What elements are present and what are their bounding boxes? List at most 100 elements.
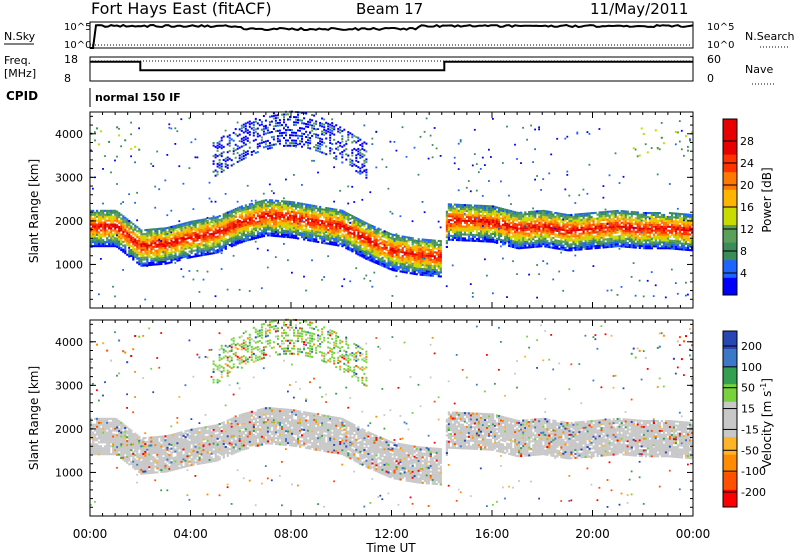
range-cell: [558, 236, 561, 239]
range-cell: [170, 261, 173, 264]
range-cell: [204, 252, 207, 255]
range-cell: [484, 164, 486, 166]
range-cell: [228, 144, 231, 147]
range-cell: [459, 217, 462, 220]
range-cell: [423, 240, 426, 243]
range-cell: [333, 226, 336, 229]
range-cell: [415, 245, 418, 248]
range-cell: [357, 231, 360, 234]
range-cell: [162, 258, 165, 261]
range-cell: [238, 227, 241, 230]
range-cell: [164, 246, 167, 249]
range-cell: [451, 236, 454, 239]
range-cell: [383, 255, 386, 258]
range-cell: [144, 298, 147, 301]
range-cell: [391, 245, 394, 248]
range-cell: [383, 230, 386, 233]
range-cell: [230, 237, 233, 240]
range-cell: [202, 222, 205, 225]
range-cell: [144, 256, 147, 259]
range-cell: [367, 252, 370, 255]
range-cell: [445, 245, 448, 248]
range-cell: [194, 225, 197, 228]
range-cell: [126, 224, 129, 227]
range-cell: [108, 241, 111, 244]
range-cell: [451, 207, 454, 210]
range-cell: [240, 129, 243, 132]
range-cell: [256, 215, 259, 218]
range-cell: [498, 226, 501, 229]
range-cell: [162, 260, 165, 263]
nsearch-label: N.Search: [745, 30, 795, 43]
range-cell: [124, 224, 127, 227]
range-cell: [188, 234, 191, 237]
range-cell: [158, 235, 161, 238]
range-cell: [236, 147, 239, 150]
range-cell: [463, 212, 466, 215]
range-cell: [283, 116, 285, 119]
range-cell: [423, 248, 426, 251]
range-cell: [114, 213, 117, 216]
range-cell: [303, 236, 306, 239]
range-cell: [104, 245, 107, 248]
range-cell: [321, 151, 324, 154]
range-cell: [307, 120, 310, 123]
range-cell: [303, 230, 306, 233]
range-cell: [371, 244, 374, 247]
range-cell: [238, 154, 241, 157]
range-cell: [337, 234, 340, 237]
range-cell: [240, 238, 243, 241]
range-cell: [281, 227, 284, 230]
range-cell: [321, 210, 324, 213]
range-cell: [246, 184, 249, 187]
range-cell: [548, 222, 551, 225]
range-cell: [246, 217, 249, 220]
range-cell: [419, 258, 422, 261]
range-cell: [295, 124, 297, 126]
range-cell: [512, 226, 515, 229]
range-cell: [315, 213, 318, 216]
range-cell: [196, 227, 199, 230]
range-cell: [339, 221, 342, 224]
range-cell: [355, 223, 358, 226]
range-cell: [560, 244, 563, 247]
range-cell: [570, 249, 573, 252]
nsky-tick-high: 10^5: [64, 22, 91, 33]
range-cell: [118, 240, 120, 243]
range-cell: [152, 232, 155, 235]
range-cell: [558, 230, 561, 233]
range-cell: [534, 216, 537, 219]
range-cell: [532, 220, 535, 223]
range-cell: [385, 240, 388, 243]
range-cell: [96, 241, 99, 244]
range-cell: [154, 238, 157, 241]
range-cell: [264, 232, 268, 235]
range-cell: [323, 240, 326, 243]
range-cell: [305, 227, 308, 230]
range-cell: [467, 223, 471, 226]
range-cell: [373, 259, 376, 262]
range-cell: [226, 225, 229, 228]
range-cell: [258, 210, 261, 213]
range-cell: [130, 147, 133, 150]
range-cell: [447, 224, 450, 227]
range-cell: [459, 203, 462, 206]
range-cell: [381, 233, 384, 236]
range-cell: [240, 236, 243, 239]
range-cell: [367, 250, 370, 253]
range-cell: [347, 242, 350, 245]
range-cell: [473, 206, 477, 209]
range-cell: [520, 215, 523, 218]
range-cell: [492, 207, 495, 210]
range-cell: [562, 217, 565, 220]
freq-unit: [MHz]: [4, 67, 36, 80]
range-cell: [307, 126, 310, 128]
range-cell: [274, 117, 277, 120]
range-cell: [256, 222, 259, 225]
range-cell: [566, 249, 569, 252]
range-cell: [419, 135, 422, 138]
range-cell: [321, 143, 324, 146]
range-cell: [417, 251, 420, 254]
range-cell: [246, 221, 249, 224]
range-cell: [220, 235, 223, 238]
